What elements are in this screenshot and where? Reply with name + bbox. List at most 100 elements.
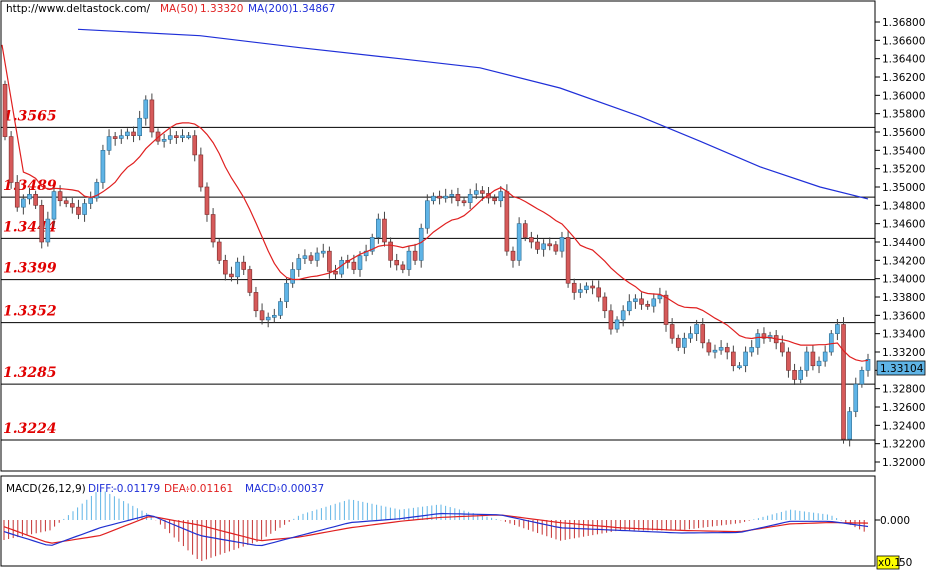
- level-label: 1.3285: [3, 365, 57, 381]
- price-axis-label: 1.36400: [882, 54, 925, 66]
- candle-body: [241, 261, 247, 270]
- macd-scale-box: [876, 555, 900, 570]
- candle-body: [174, 135, 179, 138]
- price-axis-label: 1.36800: [882, 17, 925, 29]
- candle-body: [112, 136, 118, 139]
- candle-body: [614, 319, 620, 330]
- candle-body: [70, 203, 75, 208]
- candle-body: [229, 273, 234, 278]
- candle-body: [455, 194, 461, 202]
- candle-body: [180, 135, 185, 138]
- candle-body: [63, 200, 69, 204]
- level-label: 1.3224: [3, 421, 57, 437]
- candle-body: [296, 258, 302, 270]
- price-axis-label: 1.32000: [882, 457, 925, 469]
- price-axis-label: 1.35200: [882, 164, 925, 176]
- candle-body: [529, 237, 534, 243]
- candle-body: [57, 191, 63, 202]
- candle-body: [633, 298, 638, 302]
- candle-body: [651, 298, 657, 307]
- candle-body: [118, 135, 124, 139]
- candle-body: [504, 191, 510, 252]
- price-axis-label: 1.33200: [882, 347, 925, 359]
- moving-averages: [1, 28, 869, 362]
- candle-body: [382, 218, 387, 243]
- candle-body: [106, 136, 112, 151]
- candle-body: [45, 218, 51, 243]
- candle-body: [865, 359, 871, 371]
- price-axis-label: 1.35600: [882, 127, 925, 139]
- candle-body: [192, 135, 198, 156]
- candle-body: [620, 310, 626, 321]
- candle-body: [480, 190, 485, 194]
- candle-body: [27, 194, 32, 200]
- candle-body: [510, 250, 516, 261]
- ma200-line: [77, 28, 869, 200]
- candle-body: [822, 351, 828, 362]
- candle-body: [541, 243, 546, 250]
- price-axis-label: 1.36600: [882, 35, 925, 47]
- price-axis-label: 1.35000: [882, 182, 925, 194]
- candle-body: [39, 205, 45, 243]
- candle-body: [302, 255, 308, 259]
- candle-body: [675, 337, 681, 348]
- candle-body: [473, 190, 479, 195]
- candle-body: [657, 294, 663, 300]
- candle-body: [235, 261, 240, 278]
- candle-body: [137, 117, 142, 136]
- candle-body: [492, 197, 497, 202]
- candle-body: [167, 135, 173, 140]
- candle-body: [131, 131, 136, 136]
- candle-body: [2, 84, 8, 137]
- candle-body: [602, 296, 608, 312]
- candle-body: [700, 324, 706, 344]
- candle-body: [804, 351, 810, 371]
- candle-body: [21, 198, 26, 208]
- candle-body: [278, 301, 283, 316]
- candle-body: [755, 333, 761, 348]
- ma50-line: [1, 44, 869, 362]
- candle-body: [210, 214, 216, 243]
- candle-body: [82, 203, 87, 215]
- candle-body: [590, 285, 595, 289]
- candle-body: [100, 150, 106, 183]
- candle-body: [437, 195, 442, 199]
- candle-body: [412, 250, 418, 261]
- candle-body: [578, 289, 583, 293]
- candle-body: [663, 294, 669, 325]
- candle-body: [216, 241, 222, 261]
- price-axis-label: 1.36000: [882, 90, 925, 102]
- candle-body: [761, 333, 767, 339]
- ma50-value: 1.33320: [200, 3, 243, 15]
- candle-body: [743, 351, 748, 367]
- candle-body: [688, 333, 693, 339]
- candle-body: [841, 324, 846, 440]
- candle-body: [308, 255, 314, 261]
- candle-body: [418, 227, 424, 261]
- candle-body: [149, 99, 155, 133]
- macd-plot-frame: [0, 475, 876, 567]
- candle-body: [535, 241, 540, 250]
- current-price-tag: [876, 360, 926, 376]
- candle-body: [859, 370, 865, 385]
- candle-body: [320, 250, 326, 254]
- candle-body: [731, 351, 736, 367]
- macd-dea-value: -0.01161: [186, 483, 233, 495]
- price-axis-label: 1.34800: [882, 200, 925, 212]
- macd-scale-label: x0.1: [878, 557, 901, 569]
- candle-body: [125, 131, 130, 136]
- macd-diff-label: DIFF:: [88, 483, 114, 495]
- candle-body: [198, 154, 204, 188]
- candle-body: [400, 264, 406, 270]
- candle-body: [376, 218, 381, 238]
- candle-body: [816, 360, 822, 367]
- price-axis: 1.36800 1.36600 1.36400 1.36200 1.36000 1.358…: [875, 17, 925, 469]
- candle-body: [51, 191, 57, 220]
- macd-hist-value: -0.00037: [277, 483, 324, 495]
- candle-body: [682, 337, 687, 348]
- candle-body: [522, 223, 528, 238]
- price-axis-label: 1.35800: [882, 109, 925, 121]
- candle-body: [223, 260, 228, 275]
- candle-body: [718, 347, 724, 351]
